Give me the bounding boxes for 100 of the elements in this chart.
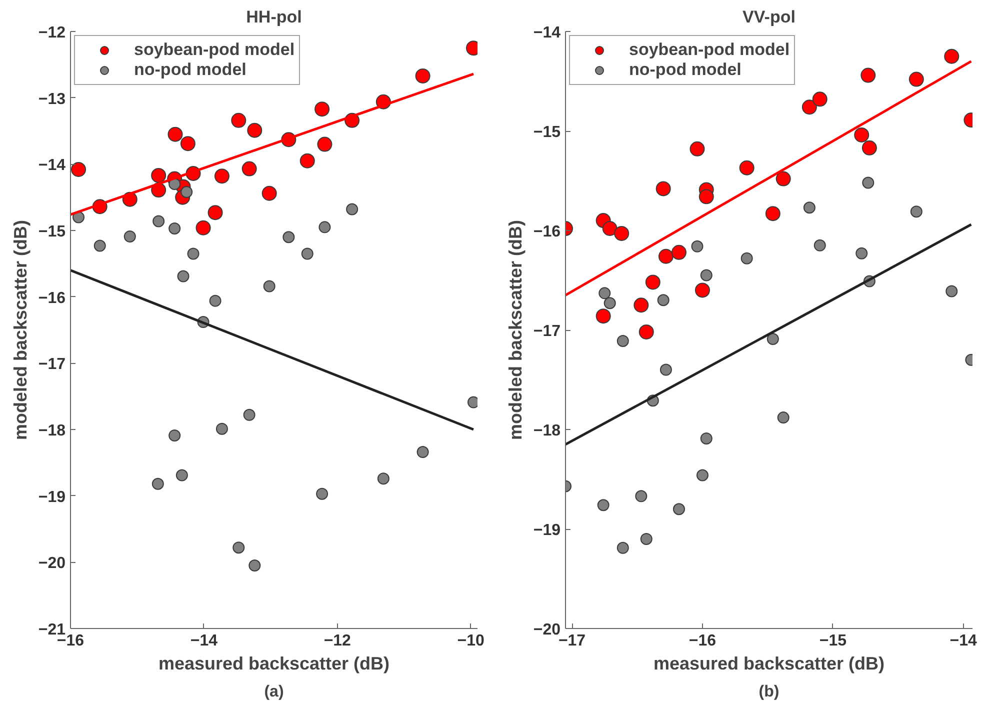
x-tick-label: −15 <box>819 632 847 650</box>
point <box>152 215 165 228</box>
point <box>698 189 714 204</box>
point <box>168 222 181 234</box>
point <box>739 160 754 176</box>
chart-title: VV-pol <box>742 8 796 26</box>
point <box>71 162 86 177</box>
point <box>777 412 790 424</box>
point <box>640 532 652 545</box>
point <box>168 178 181 190</box>
y-tick-label: −15 <box>533 124 561 141</box>
point <box>908 72 924 87</box>
point <box>208 205 223 220</box>
point <box>616 542 629 554</box>
point <box>377 472 390 485</box>
point <box>657 294 670 306</box>
y-tick-label: −17 <box>38 356 66 374</box>
y-tick-label: −19 <box>533 522 561 539</box>
point <box>672 503 685 516</box>
point <box>658 248 674 264</box>
text: (a) <box>264 684 284 700</box>
point <box>187 248 200 260</box>
legend-label: soybean-pod model <box>629 40 790 60</box>
point <box>168 429 181 442</box>
point <box>634 298 649 313</box>
point <box>691 240 704 252</box>
point <box>616 334 629 347</box>
point <box>317 136 332 152</box>
point <box>660 364 672 376</box>
point <box>314 102 330 117</box>
point <box>803 202 816 214</box>
point <box>602 221 618 236</box>
point <box>346 203 358 216</box>
point <box>740 252 753 264</box>
chart-title: HH-pol <box>246 8 302 26</box>
point <box>168 126 183 142</box>
point <box>910 206 922 218</box>
y-tick-label: −17 <box>533 323 561 340</box>
y-tick-label: −15 <box>38 224 66 240</box>
point <box>216 422 228 435</box>
x-tick-label: −14 <box>190 632 218 650</box>
point <box>656 181 671 196</box>
point <box>700 269 712 282</box>
y-tick-label: −13 <box>38 90 66 108</box>
point <box>318 221 331 234</box>
y-tick-label: −18 <box>533 422 561 440</box>
point <box>176 469 188 482</box>
y-tick-label: −16 <box>38 290 66 307</box>
text: (b) <box>758 684 780 700</box>
x-tick-label: −14 <box>950 632 978 650</box>
point <box>282 231 295 244</box>
point <box>262 186 277 201</box>
y-tick-label: −20 <box>38 555 66 572</box>
legend-label: no-pod model <box>134 60 246 80</box>
point <box>645 274 660 290</box>
point <box>765 206 780 222</box>
point <box>638 324 654 340</box>
point <box>415 68 430 84</box>
x-tick-label: −17 <box>558 632 586 650</box>
point <box>231 112 246 128</box>
x-tick-label: −12 <box>324 632 352 650</box>
point <box>597 499 610 512</box>
point <box>151 168 166 183</box>
point <box>263 280 276 292</box>
point <box>242 161 257 176</box>
point <box>300 153 315 168</box>
y-tick-label: −18 <box>38 422 66 440</box>
legend-label: no-pod model <box>629 60 742 80</box>
point <box>598 287 611 300</box>
point <box>94 240 106 252</box>
point <box>232 542 245 554</box>
point <box>694 282 710 298</box>
point <box>416 446 429 458</box>
point <box>856 247 868 260</box>
point <box>854 127 870 142</box>
y-tick-label: −19 <box>38 488 66 506</box>
x-axis-title: measured backscatter (dB) <box>158 654 390 674</box>
point <box>177 270 190 282</box>
point <box>700 432 712 444</box>
point <box>696 469 708 482</box>
point <box>766 332 779 345</box>
point <box>944 48 960 64</box>
x-tick-label: −16 <box>688 632 716 650</box>
y-tick-label: −20 <box>533 622 561 638</box>
point <box>180 186 193 198</box>
point <box>124 230 136 242</box>
y-tick-label: −14 <box>533 24 561 42</box>
point <box>690 141 705 156</box>
point <box>301 248 314 260</box>
point <box>860 68 876 83</box>
x-axis-title: measured backscatter (dB) <box>653 654 885 674</box>
point <box>247 122 262 138</box>
point <box>862 140 877 156</box>
legend-label: soybean-pod model <box>134 40 295 60</box>
point <box>152 478 164 490</box>
point <box>946 285 958 298</box>
point <box>248 559 261 572</box>
point <box>671 244 686 260</box>
point <box>316 488 328 500</box>
point <box>196 220 211 236</box>
